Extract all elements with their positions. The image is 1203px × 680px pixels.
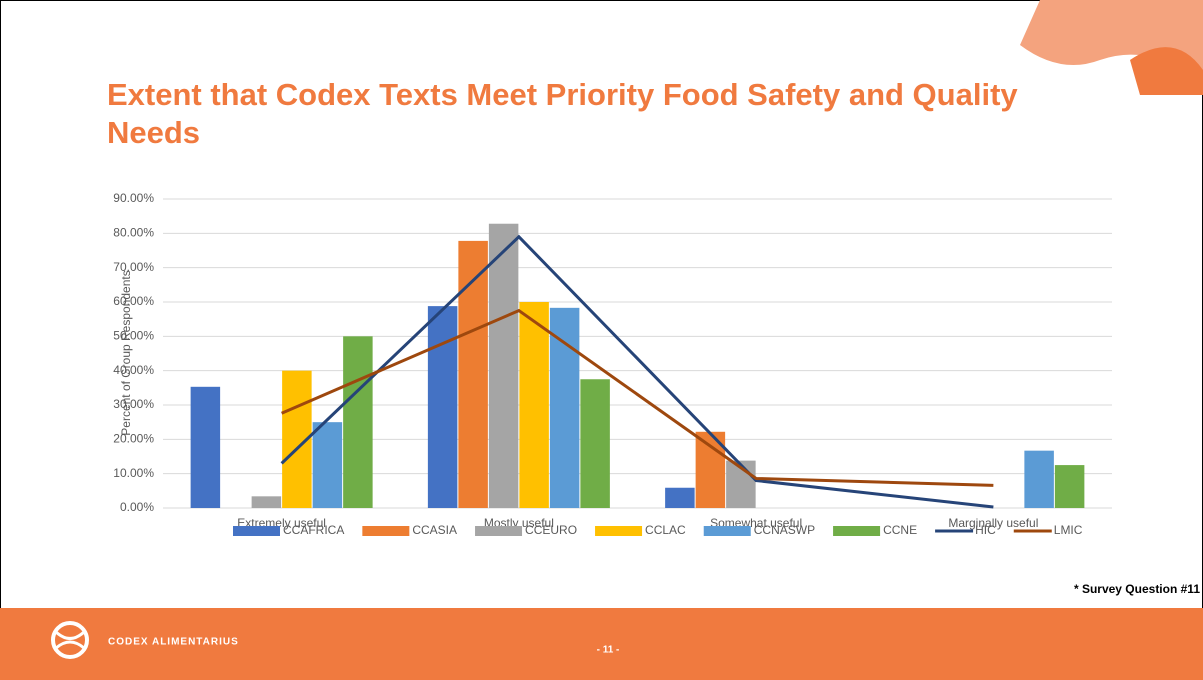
bar xyxy=(343,336,373,508)
y-tick-label: 70.00% xyxy=(113,260,154,274)
line-series xyxy=(282,237,994,507)
slide-title: Extent that Codex Texts Meet Priority Fo… xyxy=(107,76,1027,152)
bar xyxy=(665,488,695,508)
y-tick-label: 90.00% xyxy=(113,191,154,205)
bar xyxy=(428,306,458,508)
legend-swatch xyxy=(475,526,522,536)
bar xyxy=(519,302,549,508)
legend-label: LMIC xyxy=(1054,523,1083,537)
y-tick-label: 60.00% xyxy=(113,294,154,308)
bar xyxy=(550,308,580,508)
bar xyxy=(252,496,282,508)
y-tick-label: 10.00% xyxy=(113,466,154,480)
legend-label: CCAFRICA xyxy=(283,523,344,537)
slide: {"slide": {"title": "Extent that Codex T… xyxy=(0,0,1203,680)
bar xyxy=(191,387,221,508)
bar xyxy=(313,422,343,508)
y-tick-label: 80.00% xyxy=(113,226,154,240)
bar xyxy=(1055,465,1085,508)
legend-label: CCASIA xyxy=(412,523,457,537)
y-tick-label: 50.00% xyxy=(113,329,154,343)
legend-swatch xyxy=(704,526,751,536)
legend-swatch xyxy=(233,526,280,536)
legend-swatch xyxy=(362,526,409,536)
page-number: - 11 - xyxy=(597,645,620,656)
bar xyxy=(489,224,519,508)
y-tick-label: 30.00% xyxy=(113,397,154,411)
legend-swatch xyxy=(595,526,642,536)
bar xyxy=(580,379,610,508)
legend-swatch xyxy=(833,526,880,536)
footer-org: CODEX ALIMENTARIUS xyxy=(108,637,239,648)
y-tick-label: 0.00% xyxy=(120,500,154,514)
bar xyxy=(1024,451,1054,508)
y-tick-label: 20.00% xyxy=(113,432,154,446)
legend-label: CCNASWP xyxy=(754,523,815,537)
legend-label: HIC xyxy=(975,523,996,537)
legend-label: CCNE xyxy=(883,523,917,537)
y-tick-label: 40.00% xyxy=(113,363,154,377)
legend-label: CCEURO xyxy=(525,523,577,537)
survey-note: * Survey Question #11 xyxy=(1074,582,1200,596)
legend-label: CCLAC xyxy=(645,523,686,537)
